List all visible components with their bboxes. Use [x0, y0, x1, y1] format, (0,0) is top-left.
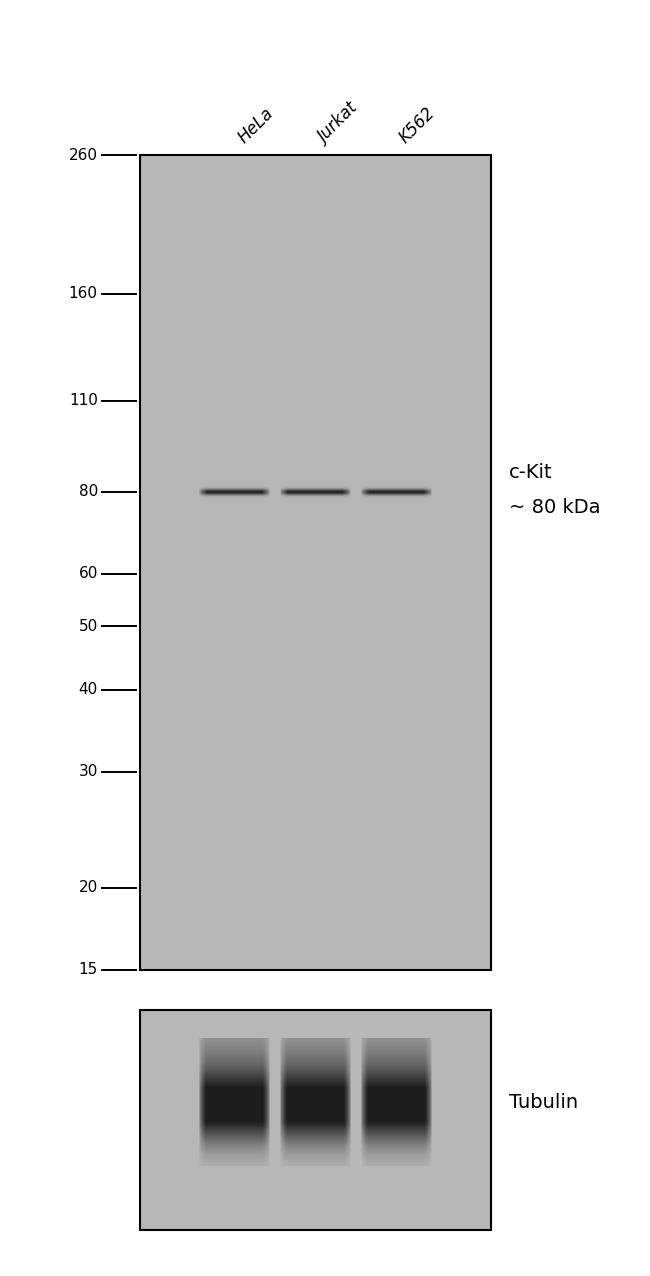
Text: HeLa: HeLa [235, 105, 277, 147]
Text: 260: 260 [69, 148, 97, 162]
Text: 40: 40 [79, 683, 97, 697]
Text: 20: 20 [79, 880, 97, 896]
Bar [140, 154, 491, 970]
Text: Tubulin: Tubulin [509, 1094, 578, 1111]
Text: K562: K562 [396, 105, 439, 147]
Text: 60: 60 [79, 567, 97, 582]
Bar [140, 1011, 491, 1230]
Text: 30: 30 [79, 764, 97, 780]
Text: 50: 50 [79, 619, 97, 633]
Text: Jurkat: Jurkat [315, 100, 362, 147]
Text: 80: 80 [79, 485, 97, 499]
Text: 160: 160 [69, 286, 97, 301]
Text: c-Kit: c-Kit [509, 463, 552, 482]
Text: ~ 80 kDa: ~ 80 kDa [509, 498, 600, 517]
Text: 110: 110 [69, 393, 97, 408]
Text: 15: 15 [79, 962, 97, 977]
